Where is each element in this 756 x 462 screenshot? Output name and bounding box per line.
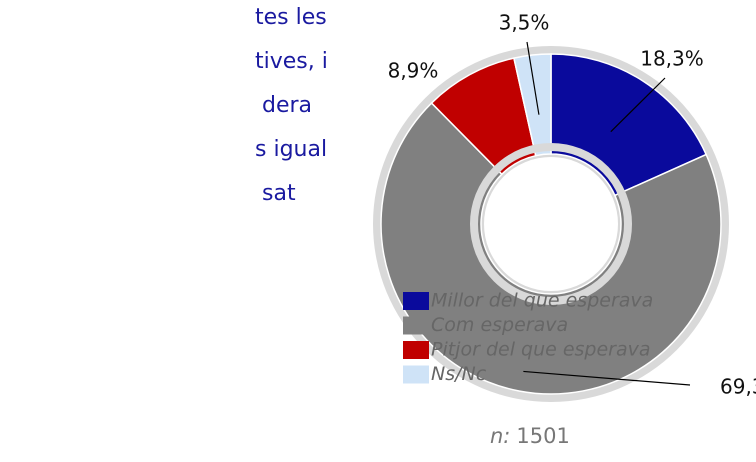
legend-label: Ns/Nc bbox=[431, 363, 487, 385]
leader-line bbox=[526, 41, 540, 115]
slice bbox=[513, 53, 552, 157]
legend-label: Com esperava bbox=[431, 314, 568, 336]
legend-swatch bbox=[403, 316, 429, 335]
leader-line bbox=[610, 77, 666, 133]
legend-swatch bbox=[403, 365, 429, 384]
data-label: 18,3% bbox=[640, 47, 704, 71]
body-text: tes les bbox=[255, 5, 327, 30]
legend-label: Millor del que esperava bbox=[431, 290, 653, 312]
hole bbox=[484, 157, 618, 291]
body-text: sat bbox=[262, 181, 296, 206]
legend-label: Pitjor del que esperava bbox=[431, 339, 651, 361]
data-label: 69,3% bbox=[720, 375, 756, 399]
legend-swatch bbox=[403, 341, 429, 359]
data-label: 8,9% bbox=[388, 59, 439, 83]
leader-line bbox=[523, 370, 691, 386]
slice bbox=[380, 101, 722, 395]
body-text: s igual bbox=[255, 137, 327, 162]
body-text: dera bbox=[262, 93, 312, 118]
body-text: tives, i bbox=[255, 49, 328, 74]
sample-size: 1501 bbox=[516, 424, 569, 448]
sample-note: n: 1501 bbox=[490, 424, 570, 448]
legend-swatch bbox=[403, 292, 429, 310]
data-label: 3,5% bbox=[499, 11, 550, 35]
sample-label: n: bbox=[490, 424, 510, 448]
inner-ring bbox=[470, 143, 632, 305]
